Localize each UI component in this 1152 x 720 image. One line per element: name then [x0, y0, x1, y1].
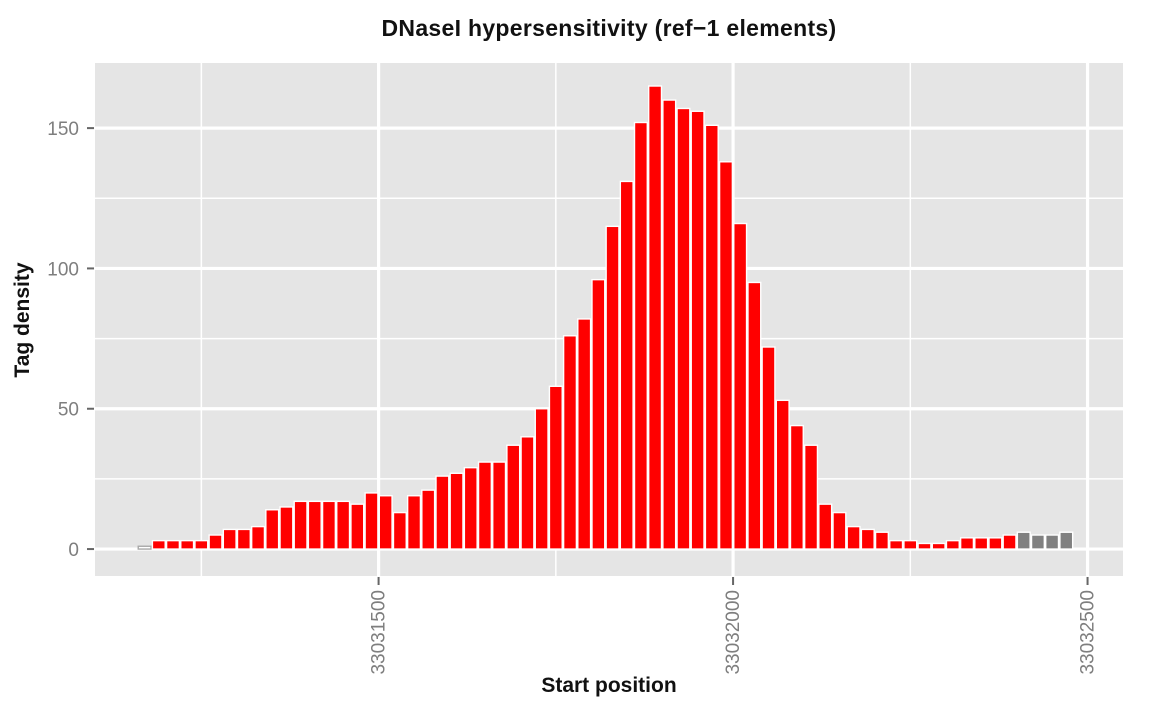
histogram-bar: [988, 537, 1003, 550]
histogram-bar: [832, 511, 847, 550]
histogram-bar: [761, 346, 776, 550]
histogram-bar: [647, 85, 663, 550]
histogram-bar: [449, 472, 464, 550]
histogram-bar: [151, 539, 166, 550]
x-axis-title: Start position: [541, 674, 677, 697]
histogram-bar: [704, 124, 719, 550]
y-tick-label: 50: [58, 400, 79, 421]
histogram-bar: [945, 539, 960, 550]
histogram-bar: [591, 278, 606, 550]
histogram-bar: [803, 444, 819, 550]
histogram-bar: [293, 500, 308, 550]
histogram-bar: [775, 399, 790, 550]
histogram-bar: [180, 539, 195, 550]
histogram-bar: [619, 180, 634, 550]
histogram-bar: [307, 500, 322, 550]
histogram-bar: [917, 542, 932, 550]
histogram-bar: [733, 222, 748, 550]
histogram-bar: [1030, 534, 1046, 550]
histogram-bar: [690, 110, 705, 550]
histogram-bar: [1045, 534, 1060, 550]
histogram-bar: [350, 503, 365, 550]
histogram-bar: [463, 466, 478, 550]
histogram-bar: [718, 161, 734, 550]
histogram-bar: [208, 534, 223, 550]
histogram-bar: [605, 225, 620, 550]
histogram-bar: [789, 424, 804, 550]
histogram-bar: [435, 475, 450, 550]
histogram-bar: [874, 531, 890, 550]
histogram-bar: [889, 539, 904, 550]
histogram-bar: [222, 528, 237, 550]
histogram-bar: [818, 503, 833, 550]
histogram-bar: [506, 444, 521, 550]
histogram-bar: [548, 385, 563, 550]
x-tick-label: 33032500: [1078, 590, 1099, 675]
histogram-bar: [931, 542, 946, 550]
histogram-bar: [392, 511, 407, 550]
x-tick-label: 33032000: [723, 590, 744, 675]
histogram-bar: [321, 500, 337, 550]
histogram-bar: [1059, 531, 1074, 550]
histogram-bar: [336, 500, 351, 550]
histogram-bar: [903, 539, 918, 550]
histogram-bar: [194, 539, 209, 550]
histogram-bar: [137, 545, 152, 550]
histogram-bar: [165, 539, 181, 550]
histogram-bar: [250, 525, 266, 550]
y-tick-label: 0: [68, 540, 79, 561]
chart-title: DNaseI hypersensitivity (ref−1 elements): [381, 15, 837, 41]
histogram-bar: [846, 525, 861, 550]
histogram-bar: [662, 99, 677, 550]
x-tick-label: 33031500: [369, 590, 390, 675]
histogram-bar: [406, 495, 422, 550]
histogram-bar: [974, 537, 989, 550]
histogram-bar: [378, 495, 393, 550]
histogram-bar: [676, 107, 691, 550]
histogram-bar: [860, 528, 875, 550]
histogram-bar: [1016, 531, 1031, 550]
histogram-bar: [236, 528, 251, 550]
histogram-bar: [364, 492, 379, 550]
histogram-bar: [1002, 534, 1017, 550]
histogram-bar: [520, 436, 535, 550]
histogram-bar: [477, 461, 493, 550]
histogram-bar: [421, 489, 436, 550]
histogram-bar: [959, 537, 975, 550]
histogram-bar: [279, 506, 294, 550]
histogram-bar: [492, 461, 507, 550]
histogram-bar: [562, 335, 578, 550]
y-axis-title: Tag density: [11, 262, 34, 378]
histogram-bar: [534, 408, 549, 550]
histogram-bar: [265, 509, 280, 550]
histogram-bar: [577, 318, 592, 550]
histogram-bar: [747, 281, 762, 550]
y-tick-label: 150: [47, 119, 79, 140]
histogram-bar: [633, 121, 648, 550]
y-tick-label: 100: [47, 259, 79, 280]
